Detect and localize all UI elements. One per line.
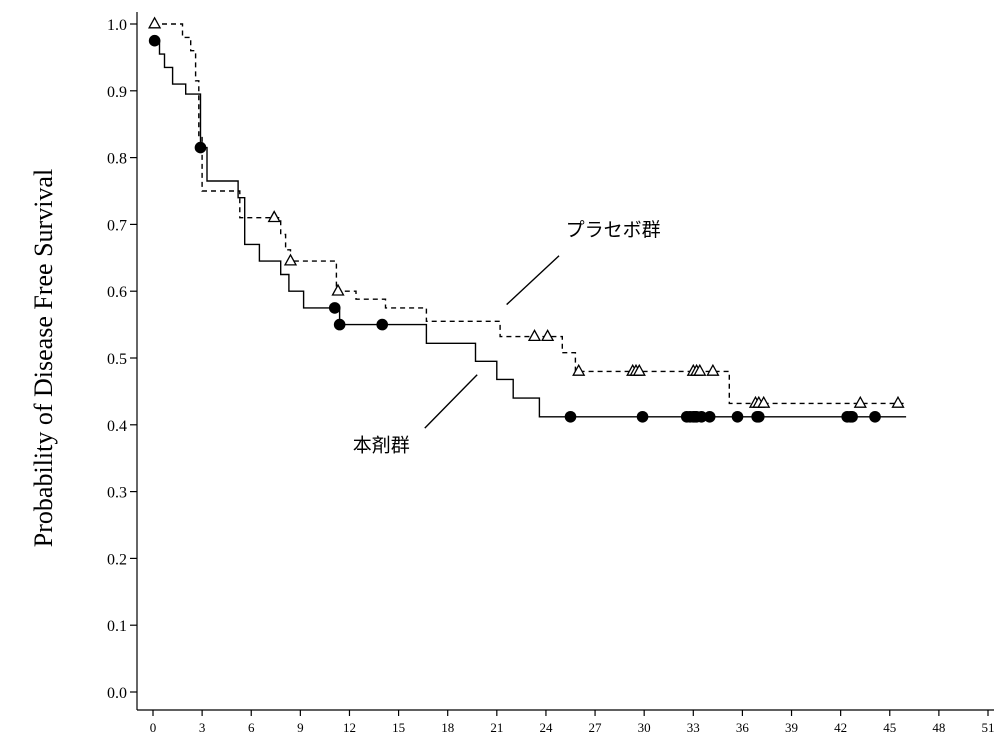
censor-marker-triangle <box>148 16 162 29</box>
series-line-placebo <box>153 23 907 405</box>
x-tick-label: 12 <box>343 720 356 735</box>
annotation-pointer <box>424 374 478 429</box>
x-tick-label: 6 <box>248 720 255 735</box>
censor-marker-circle <box>376 318 389 331</box>
x-tick-label: 42 <box>834 720 847 735</box>
censor-marker-triangle <box>331 283 345 296</box>
x-tick-label: 39 <box>785 720 798 735</box>
x-tick-label: 45 <box>883 720 896 735</box>
x-tick-label: 27 <box>589 720 603 735</box>
censor-marker-triangle <box>853 395 867 408</box>
x-tick-label: 3 <box>199 720 206 735</box>
censor-marker-circle <box>731 410 744 423</box>
censor-marker-circle <box>333 318 346 331</box>
y-tick-label: 1.0 <box>107 17 127 34</box>
y-tick-label: 0.3 <box>107 485 127 502</box>
series-line-treatment <box>153 40 907 418</box>
censor-marker-circle <box>703 410 716 423</box>
censor-marker-triangle <box>527 329 542 342</box>
series-layer <box>148 16 907 423</box>
censor-marker-circle <box>846 410 858 423</box>
axes: 0.00.10.20.30.40.50.60.70.80.91.00 3 6 9 12 1… <box>107 12 995 735</box>
x-tick-label: 18 <box>441 720 454 735</box>
censor-marker-circle <box>695 410 708 423</box>
censor-marker-circle <box>194 141 207 154</box>
censor-marker-triangle <box>757 395 771 408</box>
x-tick-label: 9 <box>297 720 304 735</box>
censor-marker-triangle <box>283 253 298 266</box>
y-tick-label: 0.5 <box>107 351 127 368</box>
x-tick-label: 15 <box>392 720 405 735</box>
censor-marker-circle <box>636 410 649 423</box>
censor-marker-circle <box>148 34 161 47</box>
x-tick-label: 0 <box>150 720 157 735</box>
x-tick-label: 33 <box>687 720 700 735</box>
y-tick-label: 0.1 <box>107 618 127 635</box>
censor-marker-triangle <box>632 363 646 376</box>
y-tick-label: 0.6 <box>107 284 127 301</box>
censor-marker-circle <box>564 410 577 423</box>
censor-marker-circle <box>752 410 765 423</box>
x-tick-label: 36 <box>736 720 750 735</box>
censor-marker-triangle <box>267 210 281 223</box>
y-tick-label: 0.2 <box>107 551 127 568</box>
x-tick-label: 21 <box>490 720 503 735</box>
y-tick-label: 0.8 <box>107 151 127 168</box>
series-label-treatment: 本剤群 <box>353 435 410 457</box>
censor-marker-circle <box>869 410 881 423</box>
y-tick-label: 0.0 <box>107 685 127 702</box>
series-label-placebo: プラセボ群 <box>566 219 661 241</box>
x-tick-label: 24 <box>539 720 553 735</box>
censor-marker-triangle <box>541 329 555 342</box>
censor-marker-circle <box>328 302 341 314</box>
censor-marker-triangle <box>572 363 586 376</box>
censor-marker-triangle <box>693 363 707 376</box>
y-tick-label: 0.9 <box>107 84 127 101</box>
x-tick-label: 51 <box>982 720 995 735</box>
censor-marker-triangle <box>706 363 720 376</box>
x-tick-label: 48 <box>932 720 945 735</box>
y-axis-title: Probability of Disease Free Survival <box>29 169 58 547</box>
y-tick-label: 0.7 <box>107 217 127 234</box>
annotation-pointer <box>506 255 560 306</box>
x-tick-label: 30 <box>638 720 651 735</box>
y-tick-label: 0.4 <box>107 418 127 435</box>
censor-marker-triangle <box>891 395 905 408</box>
